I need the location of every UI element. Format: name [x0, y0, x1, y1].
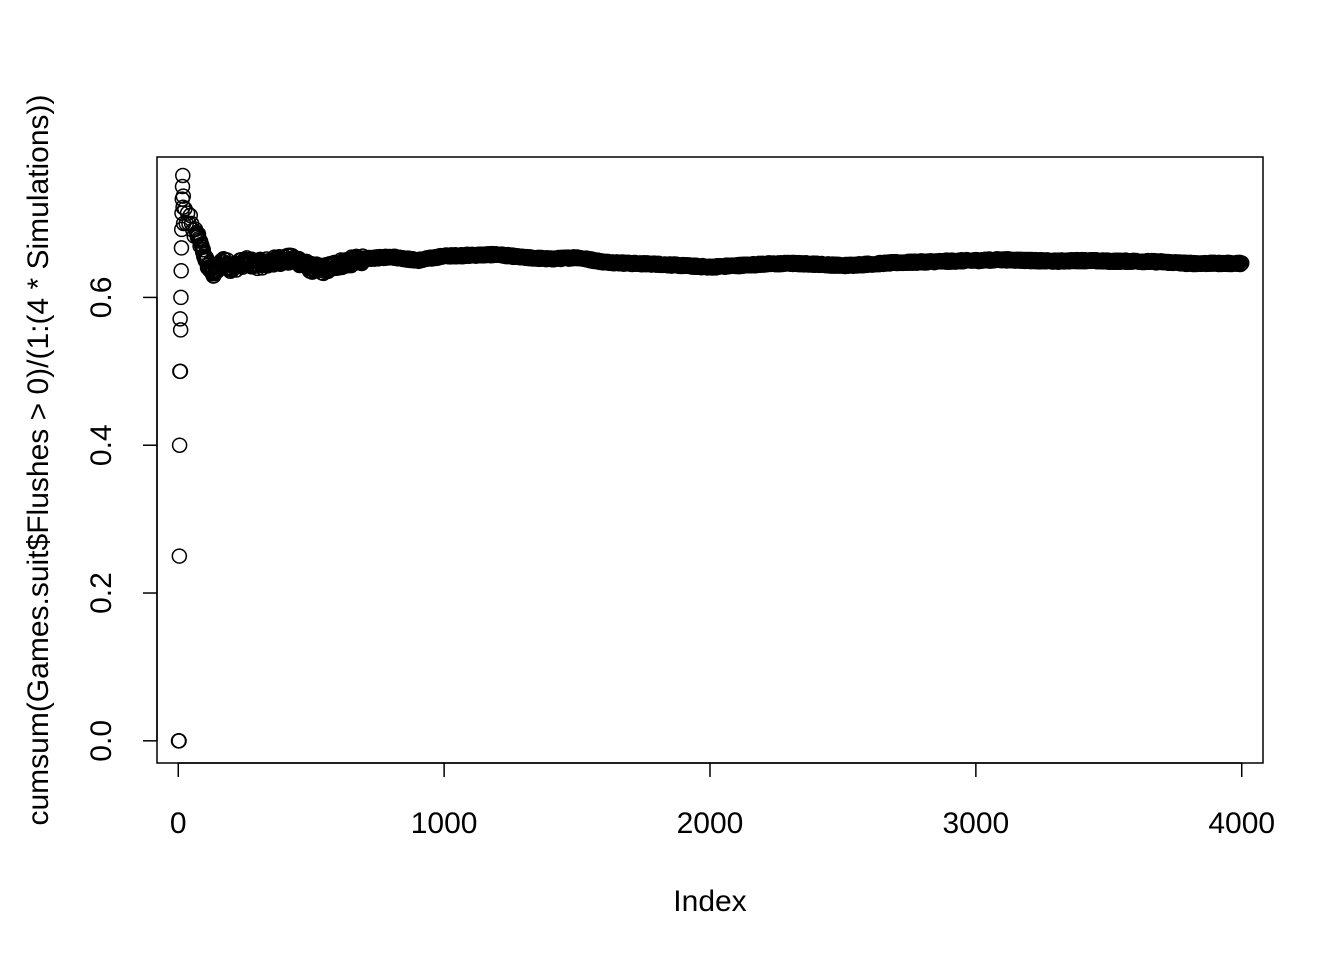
data-point — [182, 207, 198, 224]
y-tick-label: 0.6 — [85, 277, 118, 319]
data-point — [173, 289, 189, 306]
y-axis-label: cumsum(Games.suit$Flushes > 0)/(1:(4 * S… — [22, 94, 55, 825]
data-points — [170, 167, 1250, 749]
y-axis: 0.0 0.2 0.4 0.6 — [85, 277, 158, 762]
plot-frame — [156, 156, 1264, 764]
data-point — [172, 363, 189, 380]
data-point — [171, 437, 188, 453]
x-tick-label: 0 — [170, 807, 187, 840]
data-point — [172, 322, 189, 338]
data-point — [173, 263, 189, 279]
x-axis-label: Index — [673, 885, 746, 918]
data-point — [1233, 255, 1250, 271]
data-point — [172, 311, 188, 327]
x-tick-label: 4000 — [1208, 807, 1275, 840]
y-tick-label: 0.4 — [85, 424, 118, 466]
data-point — [173, 240, 190, 256]
data-point — [175, 188, 192, 204]
data-point — [174, 178, 191, 195]
data-point — [175, 167, 191, 184]
data-point — [171, 548, 188, 564]
x-tick-label: 2000 — [677, 807, 744, 840]
y-tick-label: 0.0 — [85, 720, 118, 762]
data-point — [179, 205, 196, 221]
x-tick-label: 3000 — [942, 807, 1009, 840]
x-tick-label: 1000 — [411, 807, 478, 840]
y-tick-label: 0.2 — [85, 572, 118, 614]
x-axis: 0 1000 2000 3000 4000 — [170, 762, 1275, 840]
data-point — [171, 733, 187, 749]
